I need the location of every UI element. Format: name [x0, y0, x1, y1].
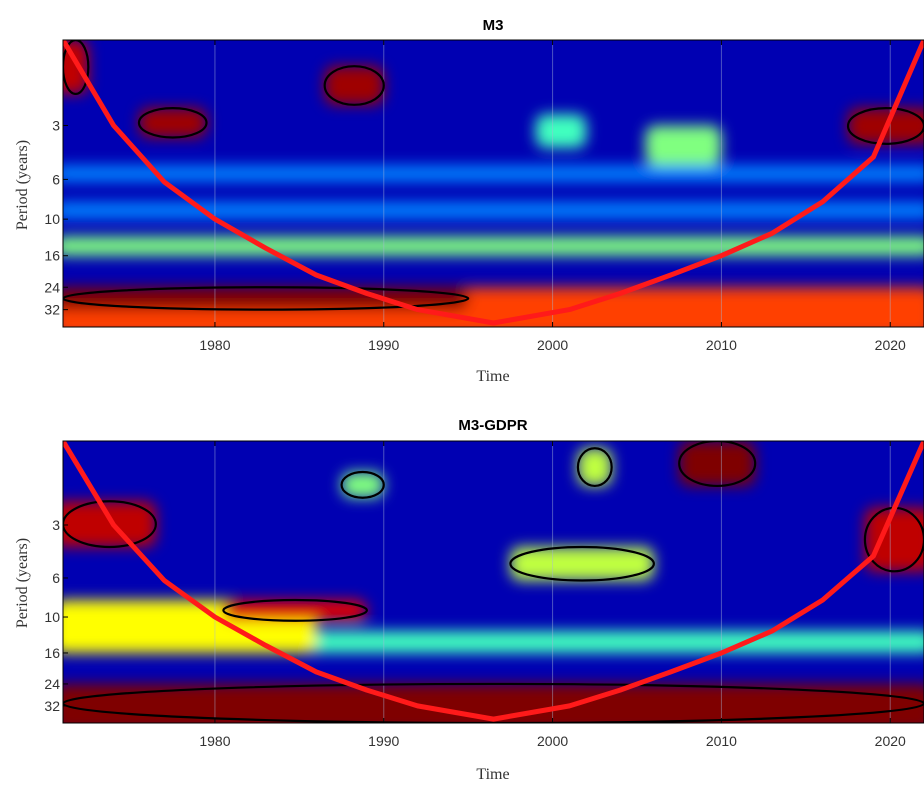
- heatmap-cell: [535, 114, 587, 148]
- heatmap-cell: [341, 471, 384, 498]
- heatmap-cell: [864, 507, 924, 572]
- significance-contour: [678, 441, 757, 488]
- heatmap-cell: [138, 108, 207, 138]
- panel-m3-gdpr: M3-GDPR 1980 1990 2000 2010 2020 3 6 10 16 24 32 T…: [14, 417, 924, 783]
- y-tick-label: 3: [52, 517, 60, 533]
- significance-contour: [576, 447, 613, 488]
- panel-m3: M3 1980 1990 2000 2010 2020 3 6 10 16 24 32 Time P…: [14, 17, 924, 385]
- significance-contour: [340, 470, 385, 499]
- heatmap-cell: [63, 165, 924, 182]
- plot-frame: [62, 39, 924, 328]
- y-tick-label: 24: [44, 279, 60, 295]
- y-tick-label: 32: [44, 698, 60, 714]
- panel-title: M3-GDPR: [458, 417, 527, 434]
- x-tick-label: 2010: [706, 733, 737, 749]
- cone-of-influence: [63, 40, 924, 326]
- x-tick-label: 1990: [368, 733, 399, 749]
- y-tick-label: 3: [52, 117, 60, 133]
- x-tick-label: 2010: [706, 337, 737, 353]
- y-tick-label: 6: [52, 570, 60, 586]
- plot-area-m3-gdpr: [63, 441, 924, 723]
- x-tick-label: 1990: [368, 337, 399, 353]
- heatmap-cell: [63, 683, 924, 723]
- y-tick-label: 24: [44, 676, 60, 692]
- significance-contour: [222, 598, 368, 622]
- significance-contour: [509, 545, 655, 582]
- panel-title: M3: [483, 17, 504, 34]
- heatmap-cell: [645, 125, 722, 166]
- y-tick-label: 10: [44, 609, 60, 625]
- heatmap-cell: [63, 501, 156, 547]
- heatmap-power: [63, 441, 924, 723]
- heatmap-cell: [63, 236, 924, 256]
- significance-contour: [137, 107, 208, 139]
- heatmap-power: [63, 40, 924, 327]
- axis-ticks: 1980 1990 2000 2010 2020 3 6 10 16 24 32: [44, 40, 906, 353]
- y-tick-label: 16: [44, 645, 60, 661]
- significance-contour: [63, 286, 470, 311]
- x-tick-label: 2000: [537, 337, 568, 353]
- x-tick-label: 1980: [199, 337, 230, 353]
- heatmap-cell: [223, 599, 367, 621]
- plot-area-m3: [63, 40, 924, 327]
- y-tick-label: 6: [52, 171, 60, 187]
- heatmap-background: [63, 441, 924, 723]
- significance-contour: [323, 65, 385, 106]
- axis-ticks: 1980 1990 2000 2010 2020 3 6 10 16 24 32: [44, 441, 906, 749]
- heatmap-cell: [510, 546, 654, 581]
- x-axis-label: Time: [476, 368, 509, 385]
- x-axis-label: Time: [476, 766, 509, 783]
- heatmap-cell: [679, 441, 756, 486]
- significance-contour: [63, 40, 90, 96]
- cone-of-influence: [63, 441, 924, 722]
- significance-contour: [846, 107, 924, 145]
- heatmap-background: [63, 40, 924, 327]
- heatmap-cell: [577, 448, 612, 486]
- heatmap-cell: [324, 66, 384, 105]
- y-axis-label: Period (years): [14, 538, 31, 628]
- significance-contour: [63, 500, 157, 549]
- x-tick-label: 2000: [537, 733, 568, 749]
- heatmap-cell: [63, 201, 924, 220]
- x-tick-label: 2020: [875, 337, 906, 353]
- significance-contour: [63, 682, 924, 723]
- y-tick-label: 10: [44, 211, 60, 227]
- y-tick-label: 16: [44, 248, 60, 264]
- y-axis-label: Period (years): [14, 140, 31, 230]
- y-tick-label: 32: [44, 302, 60, 318]
- plot-frame: [62, 440, 924, 724]
- x-tick-label: 2020: [875, 733, 906, 749]
- x-tick-label: 1980: [199, 733, 230, 749]
